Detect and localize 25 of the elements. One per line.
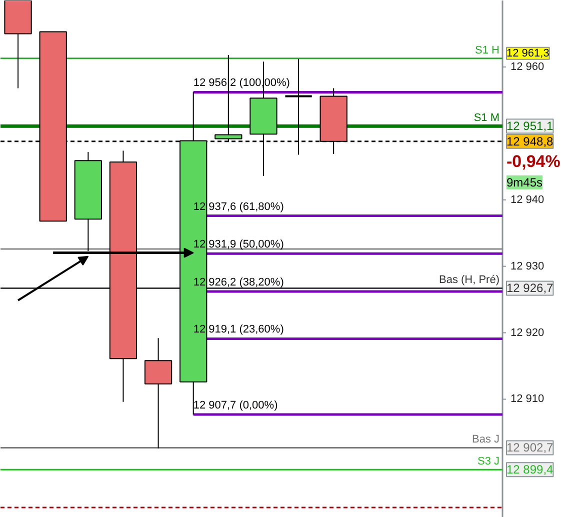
annotation: 12 902,7 bbox=[506, 440, 554, 455]
y-tick-label: 12 920 bbox=[510, 326, 544, 339]
y-tick-label: 12 960 bbox=[510, 60, 544, 73]
candlestick bbox=[4, 0, 32, 89]
ref-line-label: S3 J bbox=[477, 456, 500, 468]
ref-line-label: 12 919,1 (23,60%) bbox=[193, 324, 284, 336]
y-tick-label: 12 910 bbox=[510, 393, 544, 406]
annotation: 12 926,7 bbox=[506, 281, 554, 296]
ref-line-label: 12 931,9 (50,00%) bbox=[193, 238, 284, 251]
ref-line-label: 12 926,2 (38,20%) bbox=[193, 276, 284, 289]
ref-line-label: 12 937,6 (61,80%) bbox=[193, 200, 284, 213]
ref-line-label: S1 H bbox=[475, 44, 500, 56]
annotation: 12 948,8 bbox=[506, 134, 554, 148]
ref-line-label: S1 M bbox=[474, 112, 500, 124]
annotation: 12 951,1 bbox=[506, 119, 554, 134]
annotation: 12 961,3 bbox=[506, 47, 550, 60]
annotation: 9m45s bbox=[506, 175, 543, 190]
ref-line-label: Bas J bbox=[472, 434, 500, 446]
annotation: 12 899,4 bbox=[506, 462, 554, 477]
candlestick bbox=[144, 338, 172, 449]
y-tick-label: 12 930 bbox=[510, 260, 544, 272]
annotation: -0,94% bbox=[506, 152, 560, 171]
ref-line-label: Bas (H, Pré) bbox=[438, 274, 500, 286]
y-tick-label: 12 940 bbox=[510, 194, 544, 206]
ref-line-label: 12 907,7 (0,00%) bbox=[193, 400, 278, 412]
